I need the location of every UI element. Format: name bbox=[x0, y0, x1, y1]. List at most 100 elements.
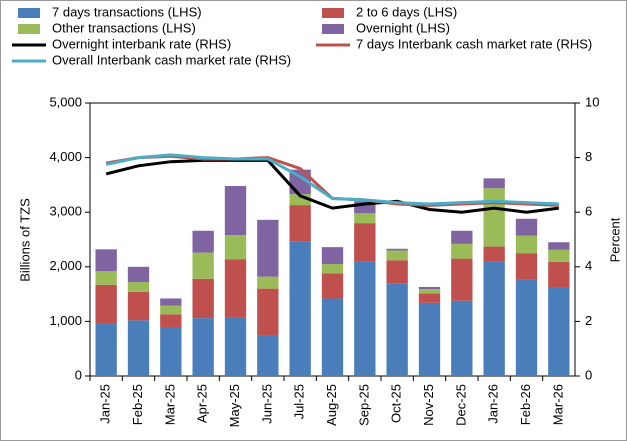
bar bbox=[95, 323, 117, 376]
legend-label: Overnight (LHS) bbox=[356, 20, 450, 35]
bar bbox=[515, 279, 538, 376]
bar bbox=[192, 230, 214, 253]
bar bbox=[418, 293, 441, 303]
bar bbox=[127, 291, 150, 321]
line bbox=[105, 158, 560, 214]
bar bbox=[160, 327, 182, 376]
bar bbox=[257, 276, 279, 289]
bar bbox=[451, 243, 473, 259]
bar bbox=[289, 205, 311, 242]
x-tick-label: Jan-26 bbox=[486, 384, 501, 424]
x-tick-label: Jan-25 bbox=[98, 384, 113, 424]
bar bbox=[548, 287, 570, 376]
x-tick-label: Sep-25 bbox=[356, 384, 371, 426]
bar bbox=[451, 300, 473, 376]
bar bbox=[95, 271, 117, 285]
legend-label: 7 days transactions (LHS) bbox=[52, 4, 202, 19]
legend-label: Other transactions (LHS) bbox=[52, 20, 196, 35]
bar bbox=[257, 335, 279, 376]
legend-label: Overnight interbank rate (RHS) bbox=[52, 36, 231, 51]
bar bbox=[483, 178, 505, 189]
legend-label: Overall Interbank cash market rate (RHS) bbox=[52, 52, 291, 67]
legend-swatch bbox=[322, 24, 344, 34]
y-tick-label: 3,000 bbox=[49, 204, 82, 219]
bar bbox=[483, 261, 505, 376]
legend-label: 2 to 6 days (LHS) bbox=[356, 4, 457, 19]
x-tick-label: Mar-25 bbox=[162, 384, 177, 425]
bar bbox=[127, 320, 150, 376]
x-tick-label: Apr-25 bbox=[195, 384, 210, 423]
bar bbox=[386, 283, 408, 376]
bar bbox=[451, 230, 473, 244]
y-axis-label: Billions of TZS bbox=[17, 198, 32, 282]
bar bbox=[95, 249, 117, 272]
bar bbox=[515, 218, 538, 236]
bar bbox=[451, 258, 473, 301]
bar bbox=[418, 287, 441, 290]
bar bbox=[257, 288, 279, 336]
bar bbox=[548, 242, 570, 250]
bar bbox=[386, 260, 408, 284]
bar bbox=[95, 284, 117, 324]
x-tick-label: Feb-25 bbox=[130, 384, 145, 425]
y-tick-label: 1,000 bbox=[49, 313, 82, 328]
x-tick-label: Jun-25 bbox=[259, 384, 274, 424]
bar bbox=[418, 302, 441, 376]
x-tick-label: Mar-26 bbox=[550, 384, 565, 425]
x-tick-label: Jul-25 bbox=[292, 384, 307, 419]
bar bbox=[127, 266, 150, 283]
bar bbox=[224, 235, 247, 260]
y2-axis-label: Percent bbox=[607, 217, 622, 262]
legend-swatch bbox=[322, 8, 344, 18]
y-tick-label: 5,000 bbox=[49, 94, 82, 109]
x-tick-label: Oct-25 bbox=[389, 384, 404, 423]
bar bbox=[418, 289, 441, 294]
bar bbox=[321, 264, 344, 274]
y2-tick-label: 4 bbox=[585, 258, 592, 273]
x-tick-label: Dec-25 bbox=[453, 384, 468, 426]
bar bbox=[483, 188, 505, 247]
y2-tick-label: 0 bbox=[585, 367, 592, 382]
bar bbox=[160, 298, 182, 306]
bar bbox=[483, 246, 505, 262]
bar bbox=[224, 259, 247, 318]
bar bbox=[548, 249, 570, 262]
bar bbox=[224, 185, 247, 236]
bar bbox=[257, 219, 279, 277]
bar bbox=[321, 298, 344, 376]
y2-tick-label: 10 bbox=[585, 94, 599, 109]
y-tick-label: 4,000 bbox=[49, 149, 82, 164]
bar bbox=[192, 252, 214, 279]
bar bbox=[515, 253, 538, 280]
bar bbox=[224, 317, 247, 376]
legend-label: 7 days Interbank cash market rate (RHS) bbox=[356, 36, 592, 51]
bar bbox=[548, 261, 570, 288]
bar bbox=[160, 305, 182, 315]
legend-swatch bbox=[18, 24, 40, 34]
x-tick-label: Aug-25 bbox=[324, 384, 339, 426]
bar bbox=[386, 248, 408, 251]
y2-tick-label: 8 bbox=[585, 149, 592, 164]
bar bbox=[515, 235, 538, 254]
bar bbox=[386, 250, 408, 261]
bar bbox=[192, 278, 214, 319]
bar bbox=[289, 194, 311, 206]
bar bbox=[321, 247, 344, 265]
x-tick-label: May-25 bbox=[227, 384, 242, 427]
bar bbox=[354, 223, 376, 262]
x-tick-label: Nov-25 bbox=[421, 384, 436, 426]
bar bbox=[289, 241, 311, 376]
bar bbox=[354, 261, 376, 376]
y-tick-label: 0 bbox=[75, 367, 82, 382]
y-tick-label: 2,000 bbox=[49, 258, 82, 273]
line bbox=[105, 153, 559, 206]
y2-tick-label: 2 bbox=[585, 313, 592, 328]
x-tick-label: Feb-26 bbox=[518, 384, 533, 425]
bar bbox=[321, 273, 344, 299]
bar bbox=[160, 314, 182, 328]
bar bbox=[354, 213, 376, 224]
legend-swatch bbox=[18, 8, 40, 18]
bar bbox=[127, 282, 150, 292]
